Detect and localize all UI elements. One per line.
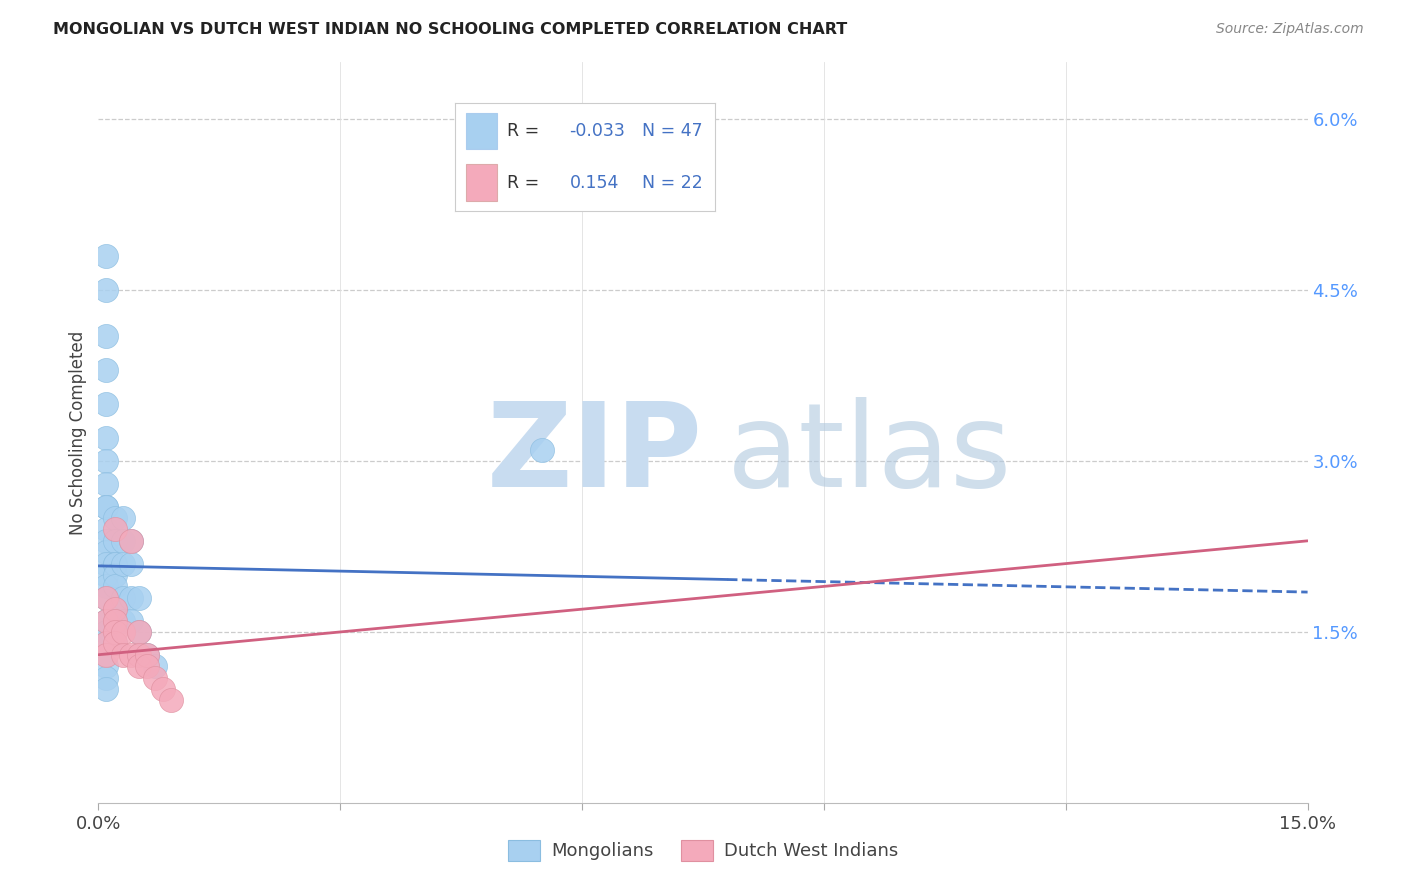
Point	[96, 431, 118, 445]
Point	[96, 568, 118, 582]
Point	[120, 614, 142, 628]
Point	[103, 568, 125, 582]
Point	[128, 648, 150, 662]
Point	[96, 328, 118, 343]
Point	[103, 614, 125, 628]
Point	[143, 659, 166, 673]
Point	[120, 533, 142, 548]
Point	[135, 648, 157, 662]
Point	[96, 624, 118, 639]
Point	[96, 476, 118, 491]
Point	[160, 693, 183, 707]
Point	[96, 283, 118, 297]
Point	[103, 636, 125, 650]
Point	[96, 545, 118, 559]
Point	[103, 579, 125, 593]
Point	[96, 579, 118, 593]
Text: atlas: atlas	[727, 397, 1012, 512]
Point	[96, 648, 118, 662]
Text: MONGOLIAN VS DUTCH WEST INDIAN NO SCHOOLING COMPLETED CORRELATION CHART: MONGOLIAN VS DUTCH WEST INDIAN NO SCHOOL…	[53, 22, 848, 37]
Point	[111, 591, 134, 605]
Point	[111, 648, 134, 662]
Point	[96, 614, 118, 628]
Point	[152, 681, 174, 696]
Point	[538, 158, 561, 172]
Point	[96, 636, 118, 650]
Text: ZIP: ZIP	[486, 397, 703, 512]
Point	[96, 636, 118, 650]
Point	[128, 591, 150, 605]
Point	[96, 591, 118, 605]
Point	[111, 624, 134, 639]
Point	[103, 602, 125, 616]
Point	[96, 500, 118, 514]
Point	[128, 659, 150, 673]
Point	[96, 659, 118, 673]
Point	[111, 614, 134, 628]
Point	[96, 500, 118, 514]
Point	[103, 557, 125, 571]
Point	[111, 557, 134, 571]
Point	[103, 523, 125, 537]
Point	[120, 533, 142, 548]
Point	[96, 591, 118, 605]
Point	[103, 557, 125, 571]
Point	[120, 591, 142, 605]
Point	[128, 624, 150, 639]
Point	[128, 648, 150, 662]
Point	[103, 636, 125, 650]
Point	[96, 454, 118, 468]
Point	[96, 557, 118, 571]
Point	[103, 602, 125, 616]
Point	[96, 681, 118, 696]
Point	[120, 648, 142, 662]
Point	[135, 659, 157, 673]
Legend: Mongolians, Dutch West Indians: Mongolians, Dutch West Indians	[501, 832, 905, 868]
Point	[96, 614, 118, 628]
Point	[96, 533, 118, 548]
Point	[103, 624, 125, 639]
Point	[128, 624, 150, 639]
Point	[143, 671, 166, 685]
Point	[135, 648, 157, 662]
Point	[111, 511, 134, 525]
Point	[111, 533, 134, 548]
Point	[103, 511, 125, 525]
Point	[530, 442, 553, 457]
Point	[96, 363, 118, 377]
Point	[96, 671, 118, 685]
Point	[96, 523, 118, 537]
Point	[96, 397, 118, 411]
Point	[120, 557, 142, 571]
Point	[103, 614, 125, 628]
Y-axis label: No Schooling Completed: No Schooling Completed	[69, 331, 87, 534]
Point	[103, 533, 125, 548]
Text: Source: ZipAtlas.com: Source: ZipAtlas.com	[1216, 22, 1364, 37]
Point	[96, 249, 118, 263]
